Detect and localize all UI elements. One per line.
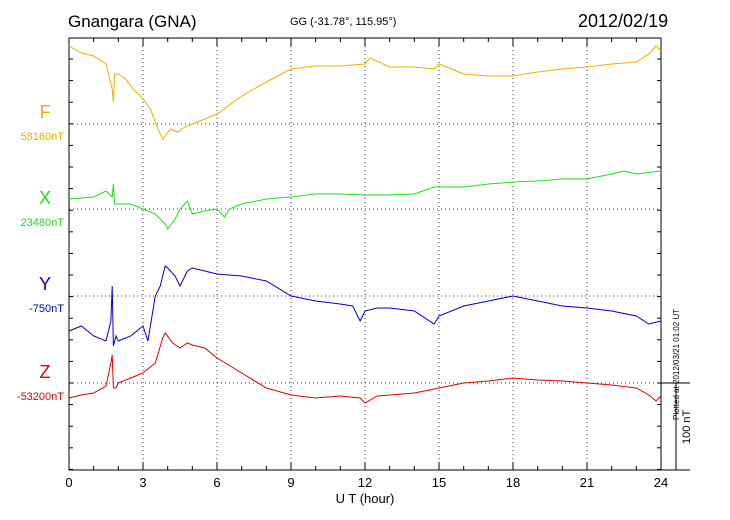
series-line-f xyxy=(68,45,662,140)
baseline-value-z: -53200nT xyxy=(17,391,64,403)
baseline-value-f: 58160nT xyxy=(21,131,65,143)
x-tick-label: 0 xyxy=(65,475,72,490)
x-tick-label: 24 xyxy=(654,475,668,490)
x-tick-label: 3 xyxy=(139,475,146,490)
x-tick-label: 9 xyxy=(287,475,294,490)
plotted-timestamp: Plotted at 2012/03/21 01:02 UT xyxy=(672,308,681,420)
x-axis-label: U T (hour) xyxy=(336,491,395,506)
series-label-y: Y xyxy=(39,274,51,294)
series-line-x xyxy=(68,170,662,230)
series-label-z: Z xyxy=(40,362,51,382)
x-tick-label: 21 xyxy=(580,475,594,490)
x-tick-label: 18 xyxy=(506,475,520,490)
series-line-y xyxy=(68,265,662,347)
x-tick-label: 12 xyxy=(358,475,372,490)
scale-bar-label: 100 nT xyxy=(681,409,693,444)
series-label-f: F xyxy=(40,102,51,122)
x-tick-label: 6 xyxy=(213,475,220,490)
baseline-value-x: 23480nT xyxy=(21,217,65,229)
series-line-z xyxy=(68,332,662,404)
station-coordinates: GG (-31.78°, 115.95°) xyxy=(290,16,397,28)
baseline-value-y: -750nT xyxy=(29,303,64,315)
plot-date: 2012/02/19 xyxy=(578,11,669,31)
station-title: Gnangara (GNA) xyxy=(68,12,197,31)
series-label-x: X xyxy=(39,188,51,208)
x-tick-label: 15 xyxy=(432,475,446,490)
